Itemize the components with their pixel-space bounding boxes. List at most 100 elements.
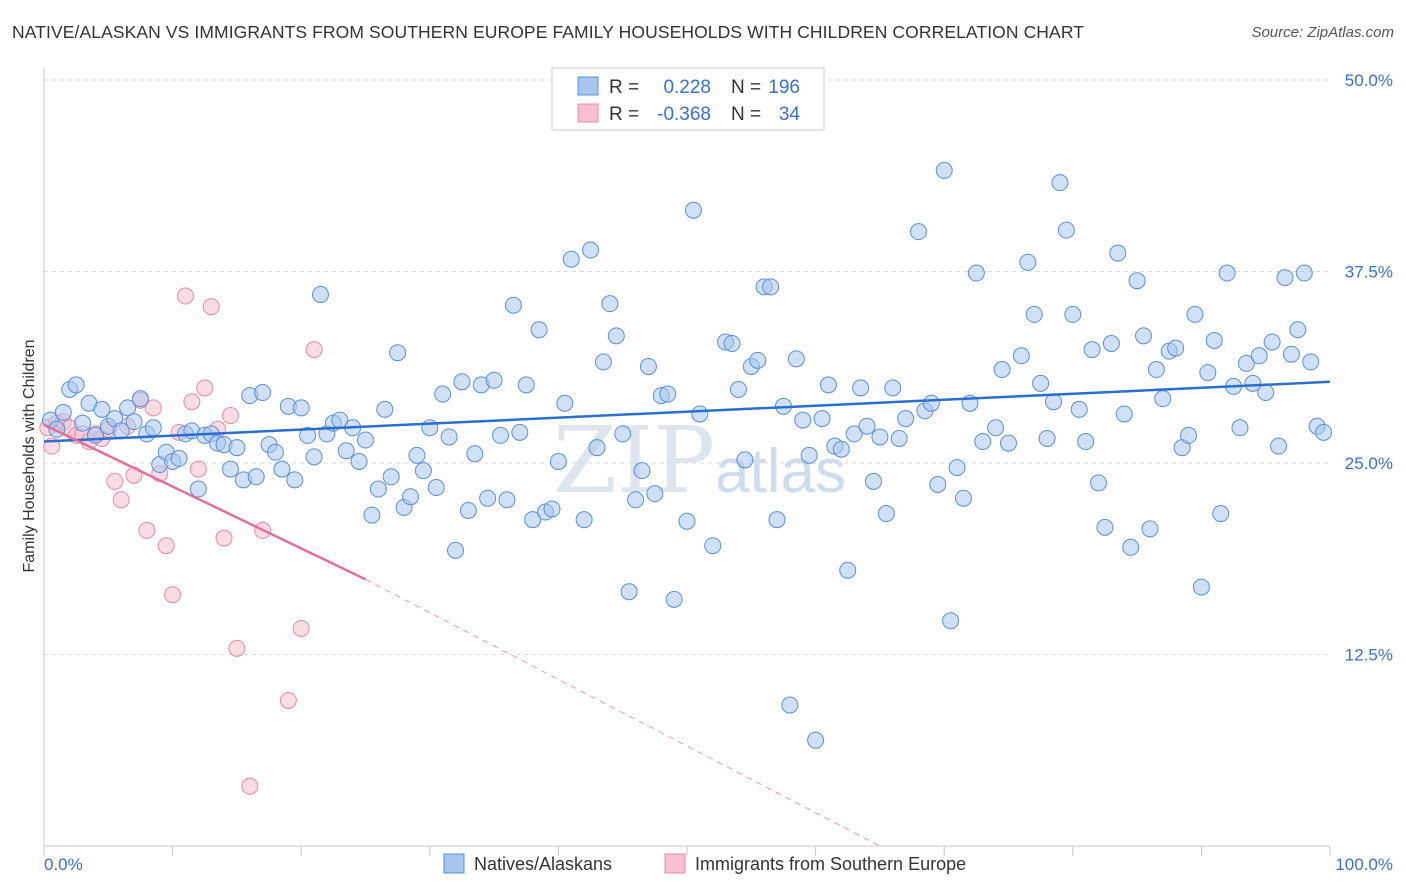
blue-point	[549, 452, 567, 470]
blue-point	[832, 440, 850, 458]
pink-point	[183, 393, 201, 411]
blue-point	[1122, 538, 1140, 556]
blue-point	[382, 468, 400, 486]
blue-point	[729, 380, 747, 398]
blue-point	[1109, 244, 1127, 262]
blue-point	[1090, 474, 1108, 492]
blue-point	[1282, 345, 1300, 363]
blue-point	[427, 479, 445, 497]
blue-point	[479, 489, 497, 507]
blue-point	[402, 488, 420, 506]
blue-point	[170, 449, 188, 467]
legend-label-pink: Immigrants from Southern Europe	[695, 854, 966, 874]
blue-point	[189, 480, 207, 498]
blue-point	[1064, 305, 1082, 323]
blue-point	[1199, 364, 1217, 382]
blue-point	[633, 462, 651, 480]
blue-point	[1135, 327, 1153, 345]
source-credit: Source: ZipAtlas.com	[1251, 24, 1394, 41]
blue-point	[1212, 505, 1230, 523]
blue-point	[723, 335, 741, 353]
blue-point	[498, 491, 516, 509]
blue-point	[299, 426, 317, 444]
blue-point	[337, 442, 355, 460]
pink-point	[279, 691, 297, 709]
blue-point	[492, 426, 510, 444]
blue-point	[1218, 264, 1236, 282]
blue-point	[305, 448, 323, 466]
blue-point	[1057, 221, 1075, 239]
blue-point	[440, 428, 458, 446]
blue-point	[839, 561, 857, 579]
blue-point	[601, 295, 619, 313]
blue-point	[1237, 354, 1255, 372]
blue-point	[247, 468, 265, 486]
pink-point	[221, 407, 239, 425]
blue-point	[1051, 174, 1069, 192]
y-tick-labels: 12.5% 25.0% 37.5% 50.0%	[1345, 71, 1393, 665]
blue-point	[935, 161, 953, 179]
stats-r-label-pink: R =	[609, 104, 639, 125]
y-tick-label: 50.0%	[1345, 71, 1393, 90]
legend: Natives/Alaskans Immigrants from Souther…	[443, 853, 966, 874]
blue-point	[530, 321, 548, 339]
y-tick-label: 37.5%	[1345, 263, 1393, 282]
x-tick-label-min: 0.0%	[44, 855, 83, 874]
blue-point	[1276, 269, 1294, 287]
blue-point	[807, 731, 825, 749]
stats-n-label-blue: N =	[731, 77, 761, 98]
pink-point	[196, 379, 214, 397]
blue-point	[1244, 374, 1262, 392]
blue-point	[1302, 353, 1320, 371]
blue-point	[1012, 347, 1030, 365]
blue-point	[607, 327, 625, 345]
blue-point	[1180, 426, 1198, 444]
stats-swatch-blue	[577, 76, 599, 96]
blue-point	[627, 491, 645, 509]
blue-point	[794, 411, 812, 429]
blue-point	[594, 353, 612, 371]
blue-point	[144, 419, 162, 437]
blue-point	[852, 379, 870, 397]
blue-point	[877, 505, 895, 523]
pink-point	[241, 777, 259, 795]
blue-point	[620, 583, 638, 601]
blue-point	[890, 429, 908, 447]
pink-point	[215, 529, 233, 547]
blue-point	[286, 471, 304, 489]
blue-point	[768, 511, 786, 529]
blue-point	[254, 384, 272, 402]
blue-point	[987, 419, 1005, 437]
pink-point	[106, 472, 124, 490]
pink-point	[157, 537, 175, 555]
blue-point	[1128, 272, 1146, 290]
stats-n-value-blue: 196	[768, 77, 800, 98]
blue-point	[858, 417, 876, 435]
blue-point	[1289, 321, 1307, 339]
pink-point	[164, 586, 182, 604]
blue-point	[929, 475, 947, 493]
blue-point	[1192, 578, 1210, 596]
blue-point	[131, 390, 149, 408]
pink-point	[305, 341, 323, 359]
blue-point	[845, 425, 863, 443]
blue-trend-line	[43, 380, 1331, 443]
y-tick-label: 25.0%	[1345, 454, 1393, 473]
pink-series-points	[39, 287, 323, 795]
blue-point	[1038, 429, 1056, 447]
blue-point	[884, 379, 902, 397]
stats-r-value-blue: 0.228	[663, 77, 711, 98]
blue-point	[1270, 437, 1288, 455]
pink-point	[112, 491, 130, 509]
blue-point	[1115, 405, 1133, 423]
blue-point	[1263, 333, 1281, 351]
pink-point	[176, 287, 194, 305]
blue-point	[909, 223, 927, 241]
pink-point	[292, 619, 310, 637]
blue-point	[1231, 419, 1249, 437]
blue-point	[1186, 305, 1204, 323]
blue-point	[659, 385, 677, 403]
blue-point	[74, 414, 92, 432]
blue-point	[678, 512, 696, 530]
